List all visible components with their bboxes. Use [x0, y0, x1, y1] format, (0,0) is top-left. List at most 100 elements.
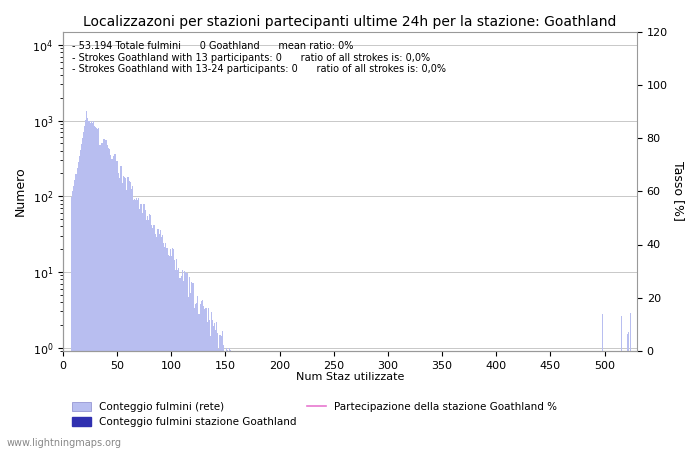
Bar	[587, 351, 588, 450]
Bar	[397, 351, 398, 450]
Bar	[289, 351, 290, 450]
Bar	[296, 351, 297, 450]
Bar	[454, 351, 456, 450]
Bar	[309, 351, 311, 450]
Bar	[197, 296, 198, 450]
Bar	[617, 351, 618, 450]
Bar	[473, 351, 474, 450]
Bar	[478, 351, 480, 450]
Bar	[147, 216, 148, 450]
Bar	[189, 277, 190, 450]
Bar	[332, 351, 333, 450]
Bar	[369, 351, 370, 450]
Bar	[214, 324, 215, 450]
Bar	[471, 351, 472, 450]
Bar	[119, 178, 120, 450]
Bar	[159, 234, 160, 450]
Bar	[582, 351, 583, 450]
Bar	[510, 351, 511, 450]
Bar	[229, 348, 230, 450]
Bar	[150, 215, 151, 450]
Bar	[522, 351, 523, 450]
Bar	[583, 351, 584, 450]
Bar	[325, 351, 326, 450]
Bar	[535, 351, 536, 450]
Bar	[577, 351, 578, 450]
Bar	[604, 351, 605, 450]
Bar	[125, 178, 127, 450]
Bar	[598, 351, 600, 450]
Bar	[327, 351, 328, 450]
Bar	[224, 351, 225, 450]
Bar	[108, 148, 109, 450]
Bar	[95, 126, 96, 450]
Bar	[226, 348, 227, 450]
Bar	[291, 351, 292, 450]
Bar	[438, 351, 440, 450]
Bar	[160, 230, 161, 450]
Bar	[588, 351, 589, 450]
Bar	[492, 351, 493, 450]
Bar	[313, 351, 314, 450]
Bar	[379, 351, 380, 450]
Bar	[567, 351, 568, 450]
Bar	[393, 351, 394, 450]
Bar	[526, 351, 527, 450]
Bar	[463, 351, 464, 450]
Bar	[405, 351, 406, 450]
Bar	[353, 351, 354, 450]
Bar	[227, 351, 228, 450]
Bar	[485, 351, 486, 450]
Bar	[148, 220, 149, 450]
Bar	[486, 351, 487, 450]
Bar	[356, 351, 357, 450]
Bar	[536, 351, 537, 450]
Bar	[434, 351, 435, 450]
Bar	[380, 351, 381, 450]
Bar	[578, 351, 579, 450]
Bar	[305, 351, 306, 450]
Bar	[626, 351, 627, 450]
Bar	[109, 149, 110, 450]
Bar	[280, 351, 281, 450]
Bar	[561, 351, 563, 450]
Bar	[167, 255, 169, 450]
Bar	[201, 302, 202, 450]
Bar	[209, 320, 210, 450]
Title: Localizzazoni per stazioni partecipanti ultime 24h per la stazione: Goathland: Localizzazoni per stazioni partecipanti …	[83, 15, 617, 29]
Bar	[81, 144, 82, 450]
Bar	[211, 312, 212, 450]
Bar	[308, 351, 309, 450]
Bar	[323, 351, 325, 450]
Bar	[178, 268, 179, 450]
Bar	[335, 351, 337, 450]
Bar	[303, 351, 304, 450]
Bar	[444, 351, 446, 450]
Bar	[456, 351, 458, 450]
Bar	[470, 351, 471, 450]
Bar	[527, 351, 528, 450]
Bar	[330, 351, 331, 450]
Bar	[204, 310, 205, 450]
Bar	[102, 139, 104, 450]
Bar	[186, 273, 187, 450]
Text: - 53.194 Totale fulmini      0 Goathland      mean ratio: 0%
- Strokes Goathland: - 53.194 Totale fulmini 0 Goathland mean…	[71, 41, 446, 74]
Bar	[543, 351, 545, 450]
Bar	[559, 351, 561, 450]
Bar	[74, 180, 76, 450]
Bar	[312, 351, 313, 450]
Bar	[184, 271, 185, 450]
Bar	[484, 351, 485, 450]
Bar	[298, 351, 299, 450]
Bar	[512, 351, 513, 450]
Bar	[410, 351, 411, 450]
Bar	[105, 140, 106, 450]
Bar	[460, 351, 461, 450]
Bar	[86, 111, 88, 450]
Bar	[83, 132, 84, 450]
Bar	[145, 210, 146, 450]
Bar	[591, 351, 592, 450]
Bar	[290, 351, 291, 450]
Bar	[594, 351, 595, 450]
Bar	[602, 314, 603, 450]
